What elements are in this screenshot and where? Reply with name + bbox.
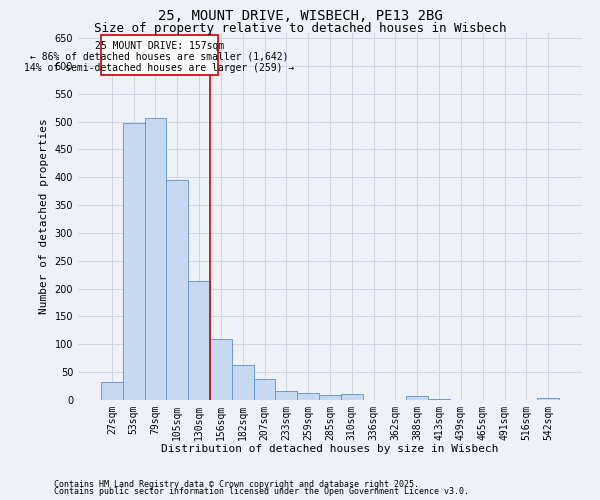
Bar xyxy=(406,396,428,400)
Bar xyxy=(145,118,166,400)
Bar xyxy=(123,124,145,400)
Bar xyxy=(319,395,341,400)
Bar xyxy=(297,393,319,400)
Bar xyxy=(101,382,123,400)
Text: Contains public sector information licensed under the Open Government Licence v3: Contains public sector information licen… xyxy=(54,488,469,496)
Bar xyxy=(166,180,188,400)
Bar xyxy=(188,282,210,400)
FancyBboxPatch shape xyxy=(101,36,218,76)
X-axis label: Distribution of detached houses by size in Wisbech: Distribution of detached houses by size … xyxy=(161,444,499,454)
Bar xyxy=(210,339,232,400)
Bar xyxy=(537,398,559,400)
Bar xyxy=(275,391,297,400)
Bar xyxy=(254,379,275,400)
Bar xyxy=(341,394,363,400)
Bar xyxy=(232,366,254,400)
Text: 14% of semi-detached houses are larger (259) →: 14% of semi-detached houses are larger (… xyxy=(24,62,295,72)
Text: 25 MOUNT DRIVE: 157sqm: 25 MOUNT DRIVE: 157sqm xyxy=(95,41,224,51)
Text: ← 86% of detached houses are smaller (1,642): ← 86% of detached houses are smaller (1,… xyxy=(30,52,289,62)
Text: 25, MOUNT DRIVE, WISBECH, PE13 2BG: 25, MOUNT DRIVE, WISBECH, PE13 2BG xyxy=(158,9,442,23)
Y-axis label: Number of detached properties: Number of detached properties xyxy=(39,118,49,314)
Text: Contains HM Land Registry data © Crown copyright and database right 2025.: Contains HM Land Registry data © Crown c… xyxy=(54,480,419,489)
Text: Size of property relative to detached houses in Wisbech: Size of property relative to detached ho… xyxy=(94,22,506,35)
